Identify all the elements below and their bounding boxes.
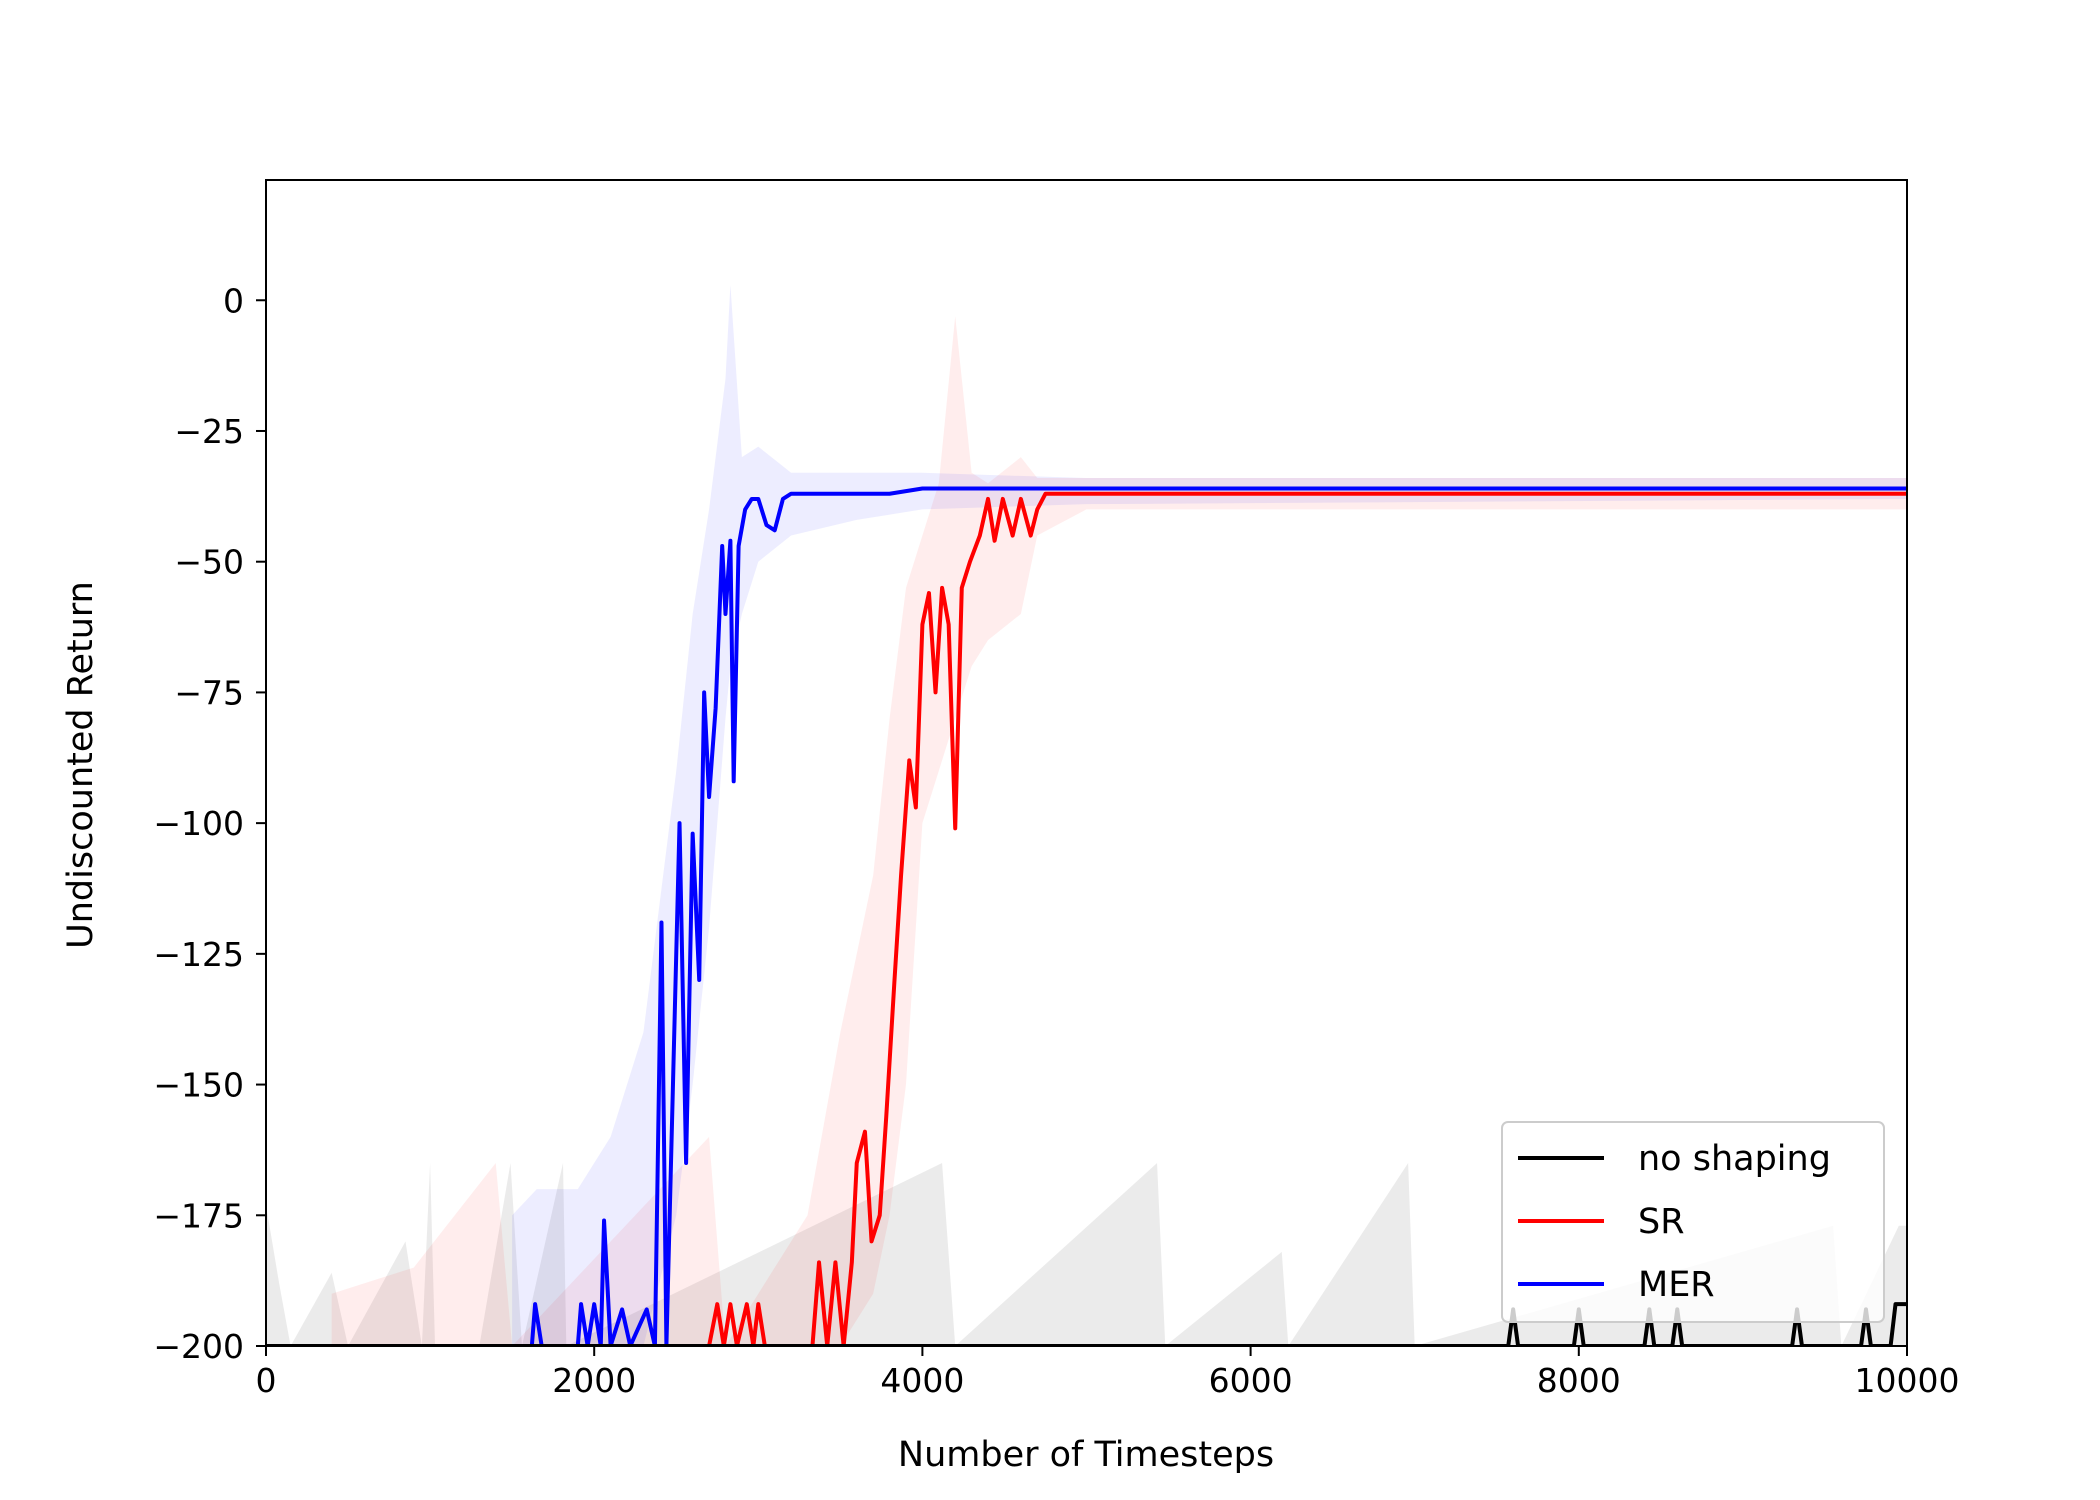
- y-tick-label: −125: [153, 935, 244, 974]
- series-line-no-shaping: [266, 1302, 1907, 1346]
- y-tick-label: −150: [153, 1066, 244, 1105]
- legend-label-mer: MER: [1638, 1265, 1715, 1305]
- x-axis-label: Number of Timesteps: [898, 1435, 1274, 1475]
- y-tick-label: −100: [153, 804, 244, 843]
- series-line-mer: [266, 486, 1907, 1346]
- x-tick-label: 2000: [552, 1361, 636, 1400]
- plot-frame: [265, 179, 1908, 1347]
- y-tick-label: −175: [153, 1196, 244, 1235]
- x-tick-label: 0: [256, 1361, 277, 1400]
- legend-label-no-shaping: no shaping: [1638, 1139, 1831, 1179]
- legend-box: [1501, 1121, 1885, 1323]
- y-tick-label: −200: [153, 1327, 244, 1366]
- y-tick-label: −50: [174, 543, 244, 582]
- series-line-sr: [266, 491, 1907, 1346]
- band-no-shaping: [266, 1162, 1907, 1346]
- y-tick-label: 0: [223, 281, 244, 320]
- legend-label-sr: SR: [1638, 1202, 1685, 1242]
- x-tick-label: 6000: [1209, 1361, 1293, 1400]
- band-mer: [512, 284, 1907, 1346]
- x-tick-label: 8000: [1537, 1361, 1621, 1400]
- band-sr: [331, 315, 1907, 1346]
- legend: no shaping SR MER: [1501, 1121, 1885, 1323]
- y-tick-label: −75: [174, 673, 244, 712]
- y-axis-label: Undiscounted Return: [61, 581, 101, 949]
- x-tick-label: 4000: [880, 1361, 964, 1400]
- series-lines: [266, 486, 1907, 1346]
- y-tick-label: −25: [174, 412, 244, 451]
- confidence-bands: [266, 284, 1907, 1346]
- axes: 0 2000 4000 6000 8000 10000 0 −25 −50 −75 −100 −125…: [153, 179, 1960, 1400]
- x-tick-label: 10000: [1855, 1361, 1960, 1400]
